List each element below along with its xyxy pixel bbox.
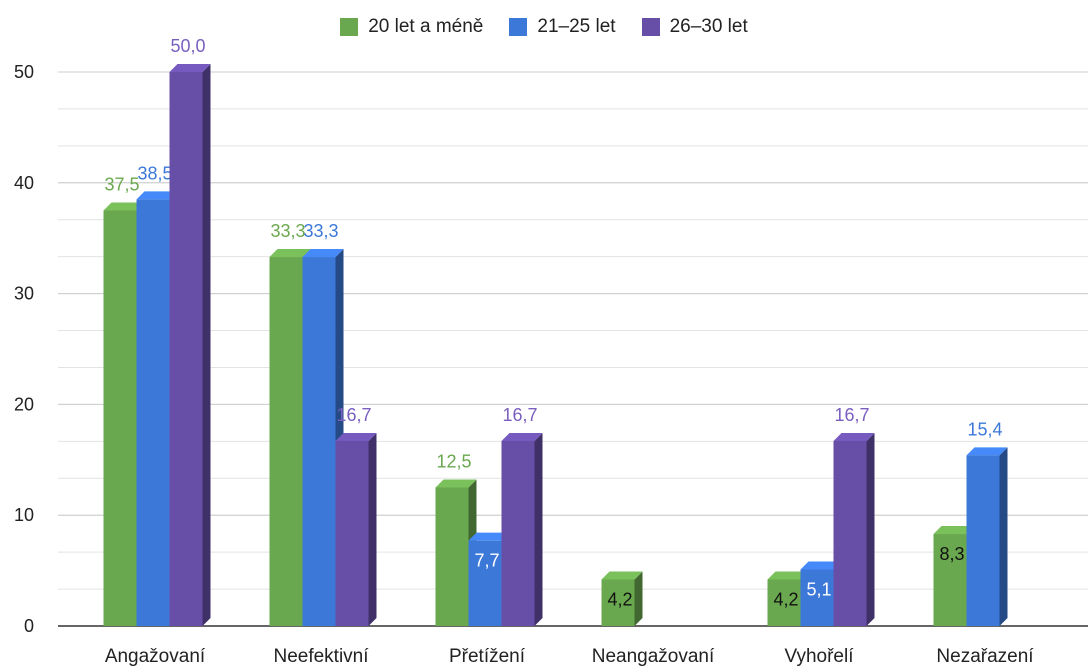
y-tick-label: 0 (24, 616, 34, 636)
data-label-vyhoreli-20-let-a-mene: 4,2 (773, 589, 798, 609)
data-label-angazovani-26-30-let: 50,0 (170, 36, 205, 56)
bar-angazovani-26-30-let (169, 64, 211, 626)
x-tick-label-neangazovani: Neangažovaní (592, 646, 715, 667)
data-label-pretizeni-20-let-a-mene: 12,5 (436, 452, 471, 472)
legend-swatch-20-let-a-mene (340, 18, 359, 36)
bar-neefektivni-26-30-let (335, 432, 377, 626)
data-label-neangazovani-20-let-a-mene: 4,2 (607, 589, 632, 609)
bar-nezarazeni-21-25-let (966, 447, 1008, 626)
data-label-neefektivni-26-30-let: 16,7 (336, 405, 371, 425)
legend-item-21-25-let: 21–25 let (509, 16, 616, 38)
data-label-vyhoreli-21-25-let: 5,1 (806, 579, 831, 599)
data-label-neefektivni-20-let-a-mene: 33,3 (270, 221, 305, 241)
y-tick-label: 20 (14, 394, 34, 414)
x-tick-label-neefektivni: Neefektivní (273, 646, 369, 667)
bar-neangazovani-20-let-a-mene (601, 571, 643, 626)
data-label-neefektivni-21-25-let: 33,3 (303, 221, 338, 241)
data-label-pretizeni-26-30-let: 16,7 (502, 405, 537, 425)
legend-item-26-30-let: 26–30 let (641, 16, 748, 38)
x-tick-label-vyhoreli: Vyhořelí (785, 646, 855, 667)
bar-vyhoreli-26-30-let (833, 432, 875, 626)
data-label-nezarazeni-21-25-let: 15,4 (967, 419, 1002, 439)
x-tick-label-pretizeni: Přetížení (449, 646, 526, 667)
legend-swatch-21-25-let (509, 18, 528, 36)
y-tick-label: 40 (14, 173, 34, 193)
y-tick-label: 30 (14, 284, 34, 304)
chart-legend: 20 let a méně 21–25 let 26–30 let (0, 16, 1088, 38)
data-label-angazovani-20-let-a-mene: 37,5 (104, 175, 139, 195)
legend-item-20-let-a-mene: 20 let a méně (340, 16, 483, 38)
data-label-vyhoreli-26-30-let: 16,7 (834, 405, 869, 425)
data-label-pretizeni-21-25-let: 7,7 (474, 551, 499, 571)
data-label-angazovani-21-25-let: 38,5 (137, 163, 172, 183)
x-tick-label-angazovani: Angažovaní (105, 646, 206, 667)
legend-label-21-25-let: 21–25 let (537, 16, 616, 37)
y-tick-label: 10 (14, 505, 34, 525)
legend-label-26-30-let: 26–30 let (669, 16, 748, 37)
bar-pretizeni-26-30-let (501, 432, 543, 626)
legend-label-20-let-a-mene: 20 let a méně (368, 16, 484, 37)
y-tick-label: 50 (14, 62, 34, 82)
data-label-nezarazeni-20-let-a-mene: 8,3 (939, 544, 964, 564)
x-tick-label-nezarazeni: Nezařazení (936, 646, 1034, 667)
legend-swatch-26-30-let (641, 18, 660, 36)
